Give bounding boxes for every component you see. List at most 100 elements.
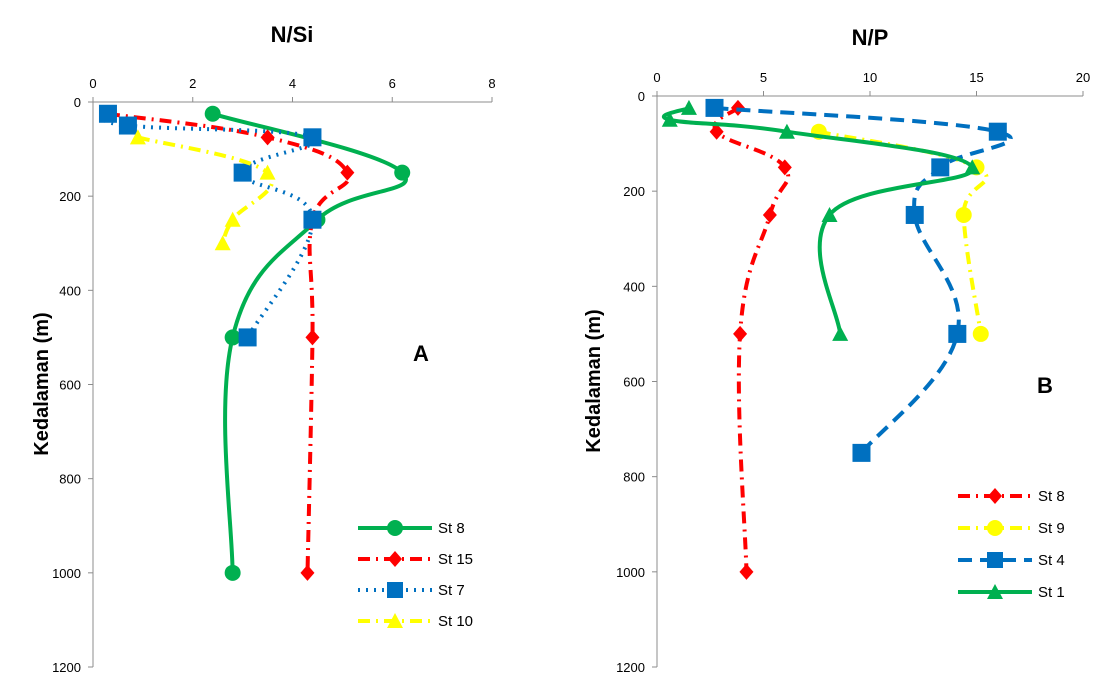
data-point <box>832 325 849 341</box>
panel-label: B <box>1037 373 1053 398</box>
legend-label: St 9 <box>1038 520 1065 537</box>
data-point <box>905 205 924 224</box>
series-st-10 <box>129 129 276 251</box>
data-point <box>778 123 795 139</box>
x-tick-label: 4 <box>289 76 296 91</box>
series-line <box>137 135 275 245</box>
data-point <box>259 164 276 180</box>
x-tick-label: 20 <box>1076 70 1090 85</box>
y-tick-label: 400 <box>59 283 81 298</box>
series-line <box>661 106 975 335</box>
y-tick-label: 200 <box>59 189 81 204</box>
legend-entry: St 15 <box>358 551 473 568</box>
data-point <box>303 210 322 229</box>
series-line <box>102 112 318 339</box>
chart-panel-a: 0 2 4 6 8 0 200 400 600 800 1000 1200 N/Si Kedalaman … <box>31 22 496 675</box>
x-tick-label: 0 <box>653 70 660 85</box>
data-point <box>224 329 241 346</box>
y-tick-label: 600 <box>623 375 645 390</box>
data-point <box>821 206 838 222</box>
y-axis-label: Kedalaman (m) <box>583 309 605 452</box>
legend-marker <box>388 551 402 567</box>
data-point <box>705 98 724 117</box>
legend-entry: St 4 <box>958 552 1065 569</box>
legend-marker <box>987 552 1003 568</box>
legend-entry: St 7 <box>358 582 465 599</box>
legend-marker <box>987 520 1003 536</box>
data-point <box>238 328 257 347</box>
data-point <box>129 129 146 145</box>
legend-label: St 4 <box>1038 552 1065 569</box>
chart-panel-b: 0 5 10 15 20020040060080010001200N/PKedalama… <box>583 25 1090 675</box>
data-point <box>224 211 241 227</box>
data-point <box>931 158 950 177</box>
x-tick-label: 5 <box>760 70 767 85</box>
data-point <box>260 129 275 146</box>
y-tick-label: 1200 <box>616 660 645 675</box>
x-tick-label: 8 <box>488 76 495 91</box>
y-tick-label: 200 <box>623 184 645 199</box>
series-line <box>107 111 351 573</box>
data-point <box>224 564 241 581</box>
data-point <box>300 564 315 581</box>
legend-entry: St 10 <box>358 613 473 630</box>
legend-marker <box>387 582 403 598</box>
data-point <box>340 164 355 181</box>
legend-entry: St 9 <box>958 520 1065 537</box>
legend-entry: St 1 <box>958 584 1065 601</box>
legend-marker <box>988 488 1002 504</box>
y-tick-label: 800 <box>623 470 645 485</box>
legend-label: St 8 <box>438 520 465 537</box>
y-tick-label: 400 <box>623 279 645 294</box>
chart-title: N/P <box>852 25 889 50</box>
series-line <box>712 106 791 572</box>
legend-entry: St 8 <box>958 488 1065 505</box>
legend-label: St 1 <box>1038 584 1065 601</box>
x-tick-label: 6 <box>389 76 396 91</box>
data-point <box>709 123 724 140</box>
data-point <box>214 235 231 251</box>
chart-title: N/Si <box>271 22 314 47</box>
series-st-1 <box>661 99 981 341</box>
y-tick-label: 600 <box>59 378 81 393</box>
series-st-7 <box>98 104 322 347</box>
x-tick-label: 15 <box>969 70 983 85</box>
legend-label: St 7 <box>438 582 465 599</box>
legend-marker <box>387 613 403 628</box>
data-point <box>948 324 967 343</box>
data-point <box>204 105 221 122</box>
legend-marker <box>387 520 403 536</box>
legend-label: St 10 <box>438 613 473 630</box>
data-point <box>394 164 411 181</box>
x-tick-label: 2 <box>189 76 196 91</box>
data-point <box>777 159 792 176</box>
legend-label: St 15 <box>438 551 473 568</box>
data-point <box>972 325 989 342</box>
data-point <box>733 325 748 342</box>
series-line <box>714 105 1013 455</box>
data-point <box>739 563 754 580</box>
data-point <box>680 99 697 115</box>
data-point <box>964 159 981 175</box>
y-tick-label: 1000 <box>52 566 81 581</box>
legend-label: St 8 <box>1038 488 1065 505</box>
data-point <box>955 206 972 223</box>
data-point <box>988 122 1007 141</box>
legend-marker <box>987 584 1003 599</box>
data-point <box>852 443 871 462</box>
legend-entry: St 8 <box>358 520 465 537</box>
y-tick-label: 800 <box>59 472 81 487</box>
data-point <box>762 206 777 223</box>
series-st-4 <box>705 98 1013 462</box>
y-axis-label: Kedalaman (m) <box>31 312 53 455</box>
series-st-8 <box>709 99 792 580</box>
data-point <box>305 329 320 346</box>
x-tick-label: 10 <box>863 70 877 85</box>
data-point <box>98 104 117 123</box>
x-tick-label: 0 <box>89 76 96 91</box>
y-tick-label: 1200 <box>52 660 81 675</box>
data-point <box>303 128 322 147</box>
data-point <box>661 111 678 127</box>
y-tick-label: 0 <box>638 89 645 104</box>
